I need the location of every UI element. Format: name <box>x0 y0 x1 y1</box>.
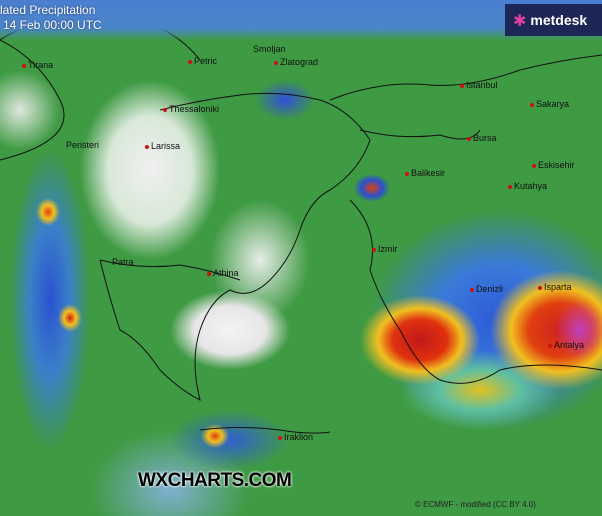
gulf-coastline <box>99 259 241 281</box>
map-title: lated Precipitation <box>0 3 96 17</box>
metdesk-snowflake-icon: ✱ <box>513 10 527 30</box>
crete-coastline <box>199 427 331 434</box>
valid-time: 14 Feb 00:00 UTC <box>3 18 102 32</box>
anatolia-coastline <box>349 199 602 384</box>
metdesk-logo: ✱ metdesk <box>505 4 602 36</box>
black-sea-coastline <box>329 54 602 101</box>
city-label: Petric <box>188 56 217 66</box>
city-label: Thessaloniki <box>163 104 219 114</box>
logo-text: metdesk <box>530 12 588 28</box>
city-label: Sakarya <box>530 99 569 109</box>
city-label: Patra <box>112 257 134 267</box>
wxcharts-watermark: WXCHARTS.COM <box>138 470 292 491</box>
city-label: Peristeri <box>66 140 100 150</box>
city-label: Izmir <box>372 244 398 254</box>
city-label: Eskisehir <box>532 160 575 170</box>
city-label: Larissa <box>145 141 180 151</box>
city-label: Isparta <box>538 282 572 292</box>
city-label: Denizli <box>470 284 503 294</box>
city-label: Tirana <box>22 60 53 70</box>
greece-coastline <box>99 92 371 401</box>
marmara-coastline <box>359 129 481 140</box>
city-label: Balikesir <box>405 168 445 178</box>
title-band <box>0 0 602 40</box>
city-label: Istanbul <box>460 80 498 90</box>
city-label: Antalya <box>548 340 584 350</box>
attribution: © ECMWF - modified (CC BY 4.0) <box>415 500 536 509</box>
city-label: Zlatograd <box>274 57 318 67</box>
city-label: Kutahya <box>508 181 547 191</box>
city-label: Athina <box>207 268 239 278</box>
city-label: Bursa <box>467 133 497 143</box>
city-label: Iraklion <box>278 432 313 442</box>
city-label: Smoljan <box>253 44 286 54</box>
